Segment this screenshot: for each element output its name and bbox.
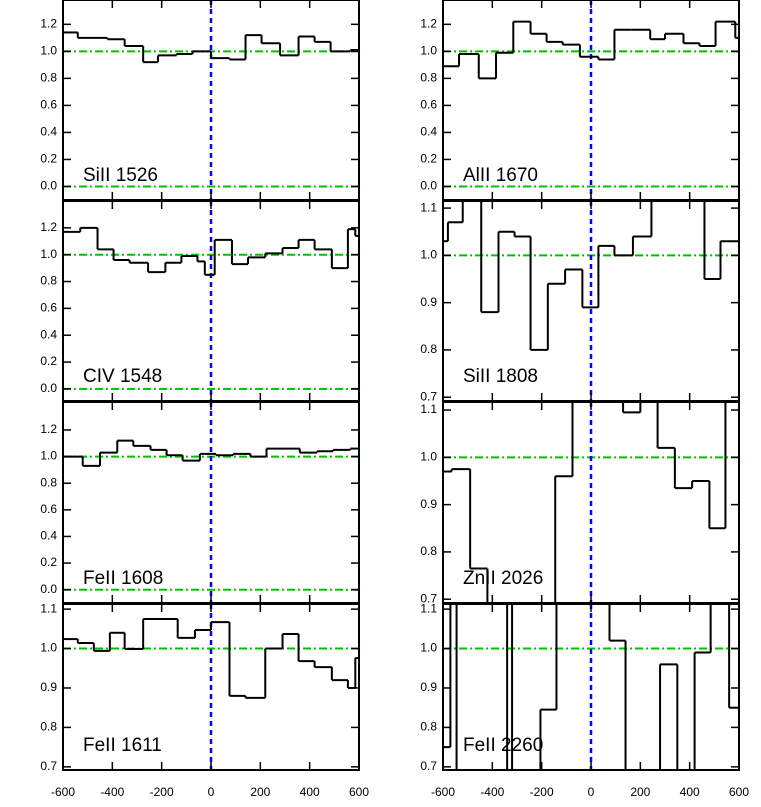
y-tick-label: 1.0 — [420, 44, 437, 58]
y-tick-label: 0.2 — [40, 354, 57, 368]
x-tick-label: -600 — [51, 785, 75, 799]
y-tick-label: 0.4 — [40, 327, 57, 341]
y-tick-label: 1.1 — [420, 601, 437, 615]
plot-area — [443, 201, 739, 401]
x-tick-label: 200 — [250, 785, 270, 799]
y-tick-label: 0.9 — [40, 680, 57, 694]
y-tick-label: 0.8 — [40, 720, 57, 734]
y-tick-label: 1.2 — [40, 220, 57, 234]
line-label: FeII 1611 — [83, 735, 162, 756]
panel: 0.7 0.8 0.9 1.0 1.1 -600 -400 -200 0 200 400 600 FeI… — [40, 601, 369, 799]
line-label: CIV 1548 — [83, 366, 162, 387]
panel: 0.0 0.2 0.4 0.6 0.8 1.0 1.2 FeII 1608 — [40, 401, 360, 604]
x-tick-label: -400 — [100, 785, 124, 799]
line-label: FeII 2260 — [463, 735, 543, 756]
plot-area — [63, 201, 359, 401]
y-tick-label: 1.0 — [420, 641, 437, 655]
y-tick-label: 0.9 — [420, 680, 437, 694]
x-tick-label: 400 — [680, 785, 700, 799]
x-tick-label: -200 — [150, 785, 174, 799]
y-tick-label: 0.0 — [40, 381, 57, 395]
y-tick-label: 0.8 — [420, 71, 437, 85]
y-tick-label: 0.0 — [40, 179, 57, 193]
panel: 0.0 0.2 0.4 0.6 0.8 1.0 1.2 CIV 1548 — [40, 200, 360, 402]
y-tick-label: 1.2 — [40, 16, 57, 30]
x-tick-label: 0 — [588, 785, 595, 799]
y-tick-label: 1.0 — [40, 44, 57, 58]
y-tick-label: 0.6 — [40, 98, 57, 112]
y-tick-label: 1.0 — [40, 449, 57, 463]
y-tick-label: 0.4 — [40, 125, 57, 139]
y-tick-label: 1.2 — [40, 422, 57, 436]
y-tick-label: 1.0 — [420, 450, 437, 464]
y-tick-label: 0.0 — [40, 582, 57, 596]
y-tick-label: 0.4 — [420, 125, 437, 139]
y-tick-label: 0.8 — [420, 720, 437, 734]
y-tick-label: 1.2 — [420, 16, 437, 30]
panel: 0.7 0.8 0.9 1.0 1.1 ZnII 2026 — [420, 401, 740, 605]
y-tick-label: 0.4 — [40, 529, 57, 543]
plot-area — [443, 604, 739, 770]
y-tick-label: 0.8 — [40, 274, 57, 288]
y-tick-label: 0.8 — [420, 342, 437, 356]
y-tick-label: 1.1 — [420, 200, 437, 214]
plot-area — [63, 604, 359, 770]
x-tick-label: -600 — [431, 785, 455, 799]
y-tick-label: 0.7 — [420, 759, 437, 773]
line-label: SiII 1808 — [463, 366, 538, 387]
y-tick-label: 1.0 — [40, 641, 57, 655]
y-tick-label: 0.2 — [40, 555, 57, 569]
plot-area — [63, 0, 359, 200]
y-tick-label: 0.6 — [40, 301, 57, 315]
y-tick-label: 1.0 — [420, 248, 437, 262]
y-tick-label: 0.8 — [40, 71, 57, 85]
line-label: AlII 1670 — [463, 165, 538, 186]
x-tick-label: 600 — [349, 785, 369, 799]
panel: 0.0 0.2 0.4 0.6 0.8 1.0 1.2 AlII 1670 — [420, 0, 740, 201]
x-tick-label: 600 — [729, 785, 749, 799]
y-tick-label: 1.0 — [40, 247, 57, 261]
y-tick-label: 0.8 — [40, 475, 57, 489]
y-tick-label: 0.7 — [40, 759, 57, 773]
y-tick-label: 0.7 — [420, 389, 437, 403]
line-label: FeII 1608 — [83, 568, 163, 589]
y-tick-label: 0.9 — [420, 497, 437, 511]
y-tick-label: 0.8 — [420, 544, 437, 558]
x-tick-label: 0 — [208, 785, 215, 799]
panel: 0.0 0.2 0.4 0.6 0.8 1.0 1.2 SiII 1526 — [40, 0, 360, 201]
y-tick-label: 0.7 — [420, 591, 437, 605]
y-tick-label: 0.6 — [40, 502, 57, 516]
y-tick-label: 0.2 — [40, 152, 57, 166]
y-tick-label: 0.9 — [420, 295, 437, 309]
panel: 0.7 0.8 0.9 1.0 1.1 SiII 1808 — [420, 200, 740, 403]
line-label: SiII 1526 — [83, 165, 158, 186]
x-tick-label: -400 — [480, 785, 504, 799]
y-tick-label: 1.1 — [40, 601, 57, 615]
panel: 0.7 0.8 0.9 1.0 1.1 -600 -400 -200 0 200 400 600 FeI… — [420, 601, 749, 799]
plot-area — [443, 402, 739, 603]
x-tick-label: 200 — [630, 785, 650, 799]
y-tick-label: 1.1 — [420, 402, 437, 416]
x-tick-label: -200 — [530, 785, 554, 799]
line-label: ZnII 2026 — [463, 568, 543, 589]
plot-area — [63, 402, 359, 603]
y-tick-label: 0.2 — [420, 152, 437, 166]
x-tick-label: 400 — [300, 785, 320, 799]
y-tick-label: 0.0 — [420, 179, 437, 193]
y-tick-label: 0.6 — [420, 98, 437, 112]
